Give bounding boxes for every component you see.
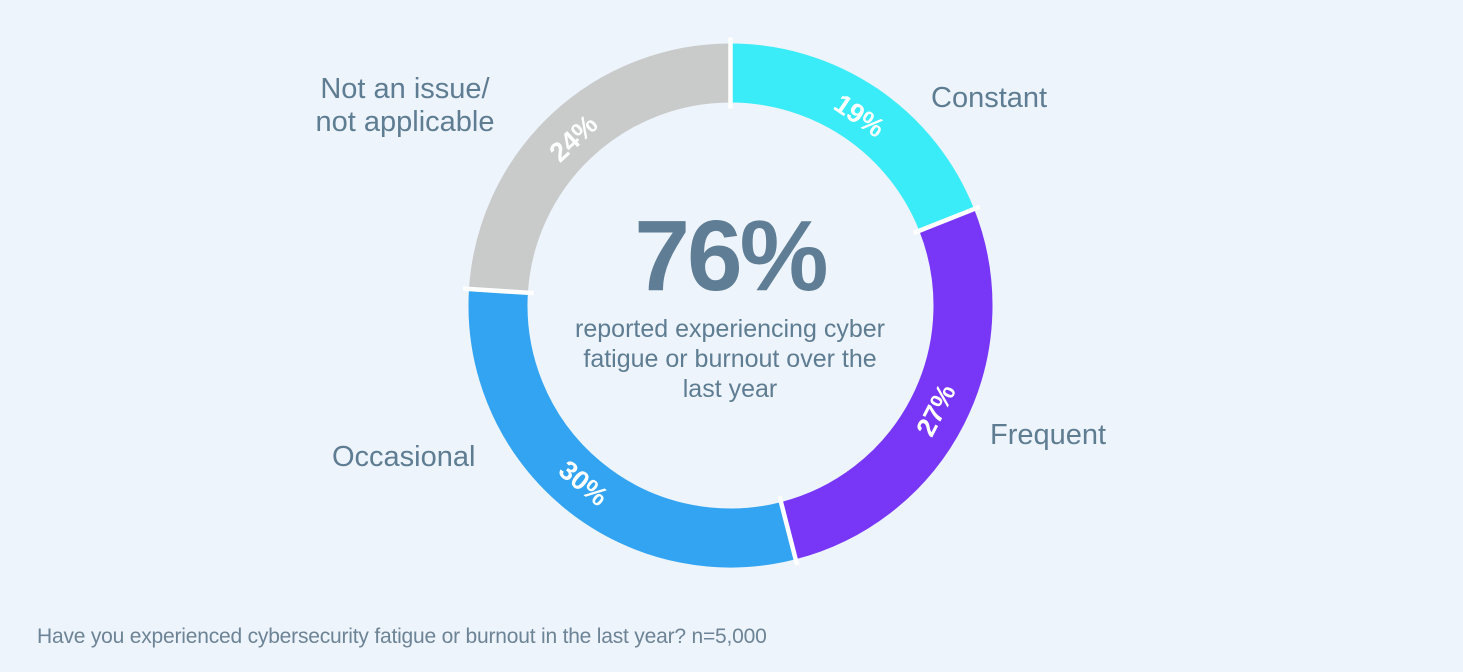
segment-label-not-an-issue: Not an issue/ not applicable bbox=[315, 73, 495, 138]
donut-segment-frequent bbox=[780, 209, 993, 560]
donut-segment-constant bbox=[729, 43, 975, 232]
segment-label-constant: Constant bbox=[931, 82, 1048, 114]
segment-label-frequent: Frequent bbox=[990, 419, 1107, 451]
segment-divider bbox=[462, 286, 535, 296]
segment-divider bbox=[912, 204, 981, 236]
survey-question-footnote: Have you experienced cybersecurity fatig… bbox=[37, 625, 767, 648]
segment-divider bbox=[777, 495, 800, 566]
donut-segment-not-an-issue-not-applicable bbox=[469, 43, 731, 294]
segment-label-occasional: Occasional bbox=[332, 441, 476, 473]
donut-segment-occasional bbox=[468, 289, 796, 568]
